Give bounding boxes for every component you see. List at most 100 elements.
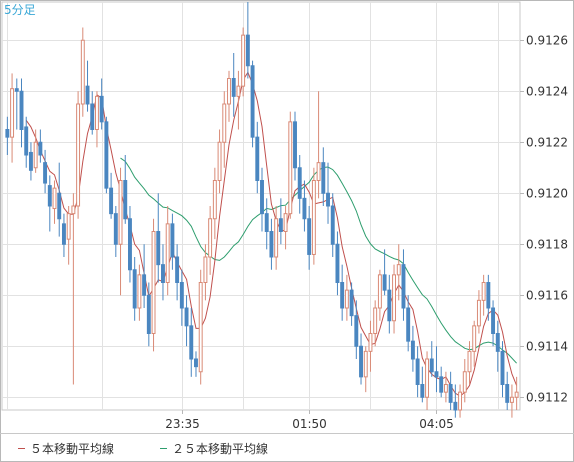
y-tick-label: 0.9118 [526,238,568,252]
candle-up [66,213,71,240]
candle-up [203,256,208,283]
candle-down [420,384,425,398]
candle-up [316,162,321,181]
candle-up [392,274,396,322]
candle-down [47,185,52,207]
candle-down [123,180,128,220]
x-tick-label: 23:35 [165,417,200,431]
candle-down [448,384,453,403]
candle-down [340,282,345,309]
candle-down [495,333,500,352]
candle-down [293,121,297,169]
timeframe-label: 5分足 [4,3,36,17]
candle-up [481,282,486,301]
candle-down [142,274,147,296]
candle-down [335,243,340,283]
candle-down [260,180,264,215]
y-tick-label: 0.9122 [526,136,568,150]
plot-area [1,1,521,411]
candle-down [453,401,458,411]
candle-down [128,218,132,271]
candle-down [505,384,510,403]
candle-down [90,103,95,130]
y-tick-label: 0.9112 [526,391,568,405]
x-tick-label: 04:05 [419,417,454,431]
candle-down [146,294,151,334]
candle-up [217,141,222,181]
candle-down [184,307,189,327]
y-tick-label: 0.9124 [526,85,568,99]
candle-up [373,307,378,334]
candle-down [99,95,104,123]
candle-down [132,269,137,309]
candle-up [118,180,123,245]
candle-up [377,274,382,309]
legend-divider [0,433,574,434]
candle-down [179,282,184,309]
y-tick-label: 0.9114 [526,340,568,354]
candles [5,2,519,418]
candle-up [274,218,279,258]
candle-down [321,162,326,194]
candle-up [472,325,477,352]
candle-up [396,264,401,276]
candle-down [439,376,444,393]
y-tick-label: 0.9116 [526,289,568,303]
candle-up [198,282,203,373]
candle-up [94,95,99,130]
candle-down [307,218,312,255]
candle-down [156,231,161,266]
y-tick-label: 0.9126 [526,34,568,48]
candle-down [349,289,354,317]
legend-item-ma5: ５本移動平均線 [18,440,114,457]
candle-down [109,187,114,215]
candle-down [24,126,29,156]
candle-down [231,78,236,97]
candle-up [10,88,15,138]
y-tick-label: 0.9120 [526,187,568,201]
candle-down [61,223,66,245]
candle-down [245,34,250,67]
candle-up [165,223,170,284]
legend-item-ma25: ２５本移動平均線 [160,440,268,457]
candle-up [443,384,448,393]
legend-swatch-ma5 [18,448,25,449]
legend-label-ma5: ５本移動平均線 [30,442,115,456]
candle-up [509,396,514,403]
legend-swatch-ma25 [160,448,167,449]
candle-up [514,391,519,398]
candle-up [222,103,227,143]
candle-down [175,256,180,283]
candle-down [255,136,260,181]
candle-down [113,213,118,245]
candle-down [434,371,439,378]
candle-down [189,325,194,360]
candle-down [264,213,269,232]
candle-down [85,85,90,105]
candle-up [208,218,213,258]
candle-down [38,141,43,156]
candle-down [401,264,406,309]
candle-down [491,307,496,334]
candle-down [250,65,255,138]
y-axis-tick-labels: 0.9112 0.9114 0.9116 0.9118 0.9120 0.9122 0.91… [526,34,568,405]
candle-down [382,274,387,291]
candle-down [330,205,335,245]
candle-down [415,358,420,385]
candle-down [57,192,62,220]
candle-up [76,103,81,207]
candle-up [476,299,481,327]
candle-up [458,391,463,411]
candle-up [368,333,373,352]
candle-up [462,371,467,393]
candle-down [486,282,491,309]
candle-down [406,307,411,342]
candle-up [80,39,85,105]
candle-up [33,141,38,169]
candle-up [425,358,430,398]
candle-down [429,358,434,373]
candle-up [363,350,368,378]
candle-down [354,315,359,347]
candle-up [311,180,316,255]
